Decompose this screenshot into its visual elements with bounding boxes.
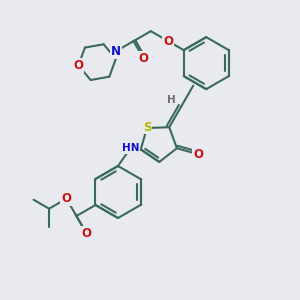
Text: O: O	[139, 52, 148, 65]
Text: H: H	[167, 95, 176, 105]
Text: N: N	[111, 45, 121, 58]
Text: O: O	[163, 34, 173, 48]
Text: O: O	[61, 192, 71, 205]
Text: HN: HN	[122, 143, 140, 153]
Text: O: O	[193, 148, 203, 161]
Text: O: O	[74, 59, 83, 72]
Text: N: N	[111, 45, 121, 58]
Text: S: S	[143, 121, 151, 134]
Text: O: O	[81, 227, 92, 240]
